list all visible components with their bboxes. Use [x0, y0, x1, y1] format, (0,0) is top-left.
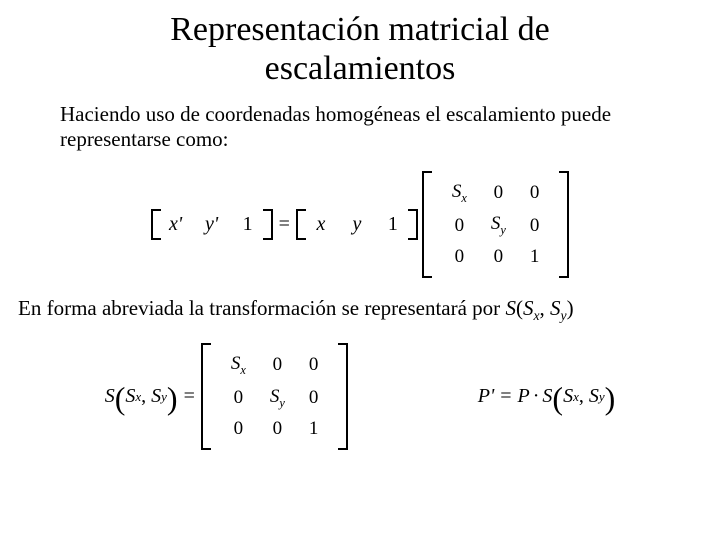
lhs-y: y' — [203, 213, 221, 236]
summary-text: En forma abreviada la transformación se … — [18, 296, 710, 325]
scale-matrix-2: Sx 0 0 0 Sy 0 0 0 1 — [201, 343, 348, 451]
title-line2: escalamientos — [265, 50, 456, 87]
rhs-y: y — [348, 213, 366, 236]
equation-1: x' y' 1 = x y 1 Sx 0 — [0, 171, 720, 279]
eq2a-fn: S — [105, 385, 115, 408]
equation-2b: P' = P · S(Sx, Sy) — [478, 378, 616, 415]
scale-matrix-1: Sx 0 0 0 Sy 0 0 0 1 — [422, 171, 569, 279]
eq2b-dot: · — [530, 385, 543, 408]
title-line1: Representación matricial de — [170, 11, 550, 48]
eq2b-fn: S — [542, 385, 552, 408]
matrix-2-table: Sx 0 0 0 Sy 0 0 0 1 — [219, 349, 330, 445]
rhs-x: x — [312, 213, 330, 236]
summary-arg2b: S — [550, 296, 561, 320]
lhs-1: 1 — [239, 213, 257, 236]
eq2b-p: P — [518, 385, 530, 408]
slide: Representación matricial de escalamiento… — [0, 0, 720, 540]
summary-prefix: En forma abreviada la transformación se … — [18, 296, 505, 320]
equation-row-2: S(Sx, Sy) = Sx 0 0 0 Sy 0 — [0, 343, 720, 451]
eq1-equals: = — [273, 213, 296, 236]
summary-close: ) — [567, 296, 574, 320]
rhs-1: 1 — [384, 213, 402, 236]
eq2a-equals: = — [178, 385, 201, 408]
lhs-rowvec: x' y' 1 — [151, 209, 273, 240]
lhs-x: x' — [167, 213, 185, 236]
eq2b-equals: = — [494, 385, 517, 408]
equation-2a: S(Sx, Sy) = Sx 0 0 0 Sy 0 — [105, 343, 349, 451]
eq2b-lhs: P' — [478, 385, 495, 408]
matrix-1-table: Sx 0 0 0 Sy 0 0 0 1 — [440, 177, 551, 273]
rhs-rowvec: x y 1 — [296, 209, 418, 240]
slide-title: Representación matricial de escalamiento… — [0, 0, 720, 88]
intro-text: Haciendo uso de coordenadas homogéneas e… — [60, 102, 660, 152]
summary-arg1b: S — [523, 296, 534, 320]
summary-comma: , — [540, 296, 551, 320]
summary-fn: S — [505, 296, 516, 320]
